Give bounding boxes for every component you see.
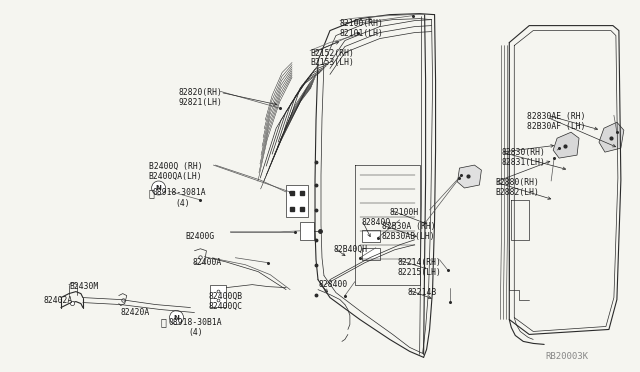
Text: B2430M: B2430M — [69, 282, 98, 291]
Text: RB20003K: RB20003K — [545, 352, 588, 361]
Text: 82100(RH): 82100(RH) — [340, 19, 384, 28]
Text: B2882(LH): B2882(LH) — [495, 188, 540, 197]
Text: 82831(LH): 82831(LH) — [501, 158, 545, 167]
Polygon shape — [458, 165, 481, 188]
Text: 828400: 828400 — [318, 280, 348, 289]
Text: 08918-30B1A: 08918-30B1A — [168, 318, 222, 327]
Text: (4): (4) — [189, 328, 203, 337]
Text: 82400QB: 82400QB — [209, 292, 243, 301]
Circle shape — [152, 181, 166, 195]
Text: 82B30A (RH): 82B30A (RH) — [382, 222, 435, 231]
Polygon shape — [553, 132, 579, 158]
Text: 82B30AF (LH): 82B30AF (LH) — [527, 122, 586, 131]
Bar — [211, 285, 227, 307]
Text: Ⓝ: Ⓝ — [161, 318, 166, 327]
Text: 82100H: 82100H — [390, 208, 419, 217]
Text: 82B30AB(LH): 82B30AB(LH) — [382, 232, 435, 241]
Bar — [362, 248, 380, 260]
Text: B2153(LH): B2153(LH) — [310, 58, 354, 67]
Text: 82820(RH): 82820(RH) — [179, 89, 223, 97]
Text: 82B40QH: 82B40QH — [334, 245, 368, 254]
Text: 82214(RH): 82214(RH) — [397, 258, 442, 267]
Text: 82400QC: 82400QC — [209, 302, 243, 311]
Bar — [300, 222, 314, 240]
Text: 82840Q: 82840Q — [362, 218, 391, 227]
Text: 82215(LH): 82215(LH) — [397, 268, 442, 277]
Text: 82101(LH): 82101(LH) — [340, 29, 384, 38]
Text: 82214B: 82214B — [408, 288, 437, 296]
Text: 82830(RH): 82830(RH) — [501, 148, 545, 157]
Text: B2400G: B2400G — [186, 232, 215, 241]
Text: (4): (4) — [175, 199, 190, 208]
Text: 92821(LH): 92821(LH) — [179, 98, 223, 108]
Text: 82420A: 82420A — [121, 308, 150, 317]
Text: B2400QA(LH): B2400QA(LH) — [148, 172, 202, 181]
Bar — [286, 185, 308, 217]
Text: B2152(RH): B2152(RH) — [310, 48, 354, 58]
Text: Ⓝ: Ⓝ — [148, 188, 154, 198]
Circle shape — [170, 311, 184, 324]
Text: B2400Q (RH): B2400Q (RH) — [148, 162, 202, 171]
Text: 82830AE (RH): 82830AE (RH) — [527, 112, 586, 121]
Text: 82400A: 82400A — [193, 258, 221, 267]
Text: N: N — [173, 314, 179, 321]
Text: N: N — [156, 185, 161, 191]
Bar — [362, 230, 380, 242]
Polygon shape — [599, 122, 624, 152]
Text: B2880(RH): B2880(RH) — [495, 178, 540, 187]
Text: 08918-3081A: 08918-3081A — [152, 188, 206, 197]
Text: 82402A: 82402A — [43, 296, 72, 305]
